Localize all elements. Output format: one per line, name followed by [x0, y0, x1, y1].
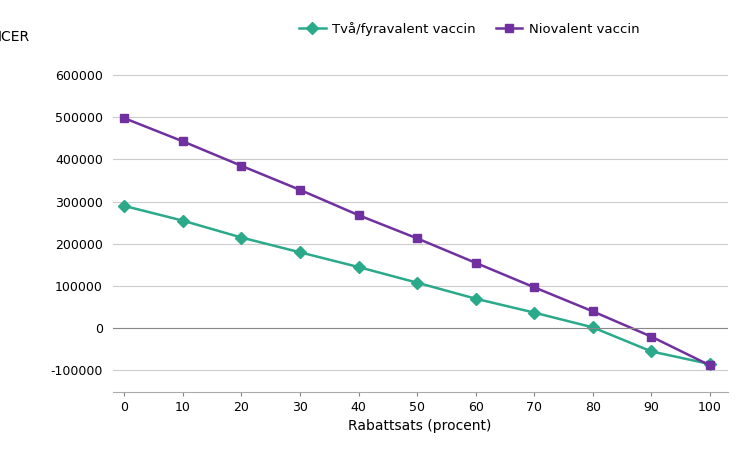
Niovalent vaccin	[530, 284, 538, 290]
Två/fyravalent vaccin	[237, 235, 246, 240]
Niovalent vaccin	[120, 115, 129, 121]
Två/fyravalent vaccin	[706, 361, 715, 367]
Två/fyravalent vaccin	[413, 280, 422, 285]
Två/fyravalent vaccin	[354, 264, 363, 270]
Två/fyravalent vaccin	[471, 296, 480, 302]
Två/fyravalent vaccin	[646, 349, 656, 354]
Niovalent vaccin	[296, 187, 304, 193]
Niovalent vaccin	[706, 363, 715, 368]
X-axis label: Rabattsats (procent): Rabattsats (procent)	[348, 419, 492, 433]
Y-axis label: ICER: ICER	[0, 30, 30, 44]
Niovalent vaccin	[413, 236, 422, 241]
Line: Niovalent vaccin: Niovalent vaccin	[120, 114, 714, 369]
Två/fyravalent vaccin	[120, 203, 129, 209]
Niovalent vaccin	[354, 212, 363, 218]
Niovalent vaccin	[178, 139, 188, 144]
Niovalent vaccin	[588, 309, 597, 314]
Två/fyravalent vaccin	[178, 218, 188, 223]
Niovalent vaccin	[646, 334, 656, 339]
Legend: Två/fyravalent vaccin, Niovalent vaccin: Två/fyravalent vaccin, Niovalent vaccin	[294, 17, 644, 41]
Två/fyravalent vaccin	[588, 325, 597, 330]
Två/fyravalent vaccin	[530, 310, 538, 315]
Niovalent vaccin	[471, 260, 480, 265]
Två/fyravalent vaccin	[296, 250, 304, 255]
Niovalent vaccin	[237, 163, 246, 168]
Line: Två/fyravalent vaccin: Två/fyravalent vaccin	[120, 202, 714, 368]
